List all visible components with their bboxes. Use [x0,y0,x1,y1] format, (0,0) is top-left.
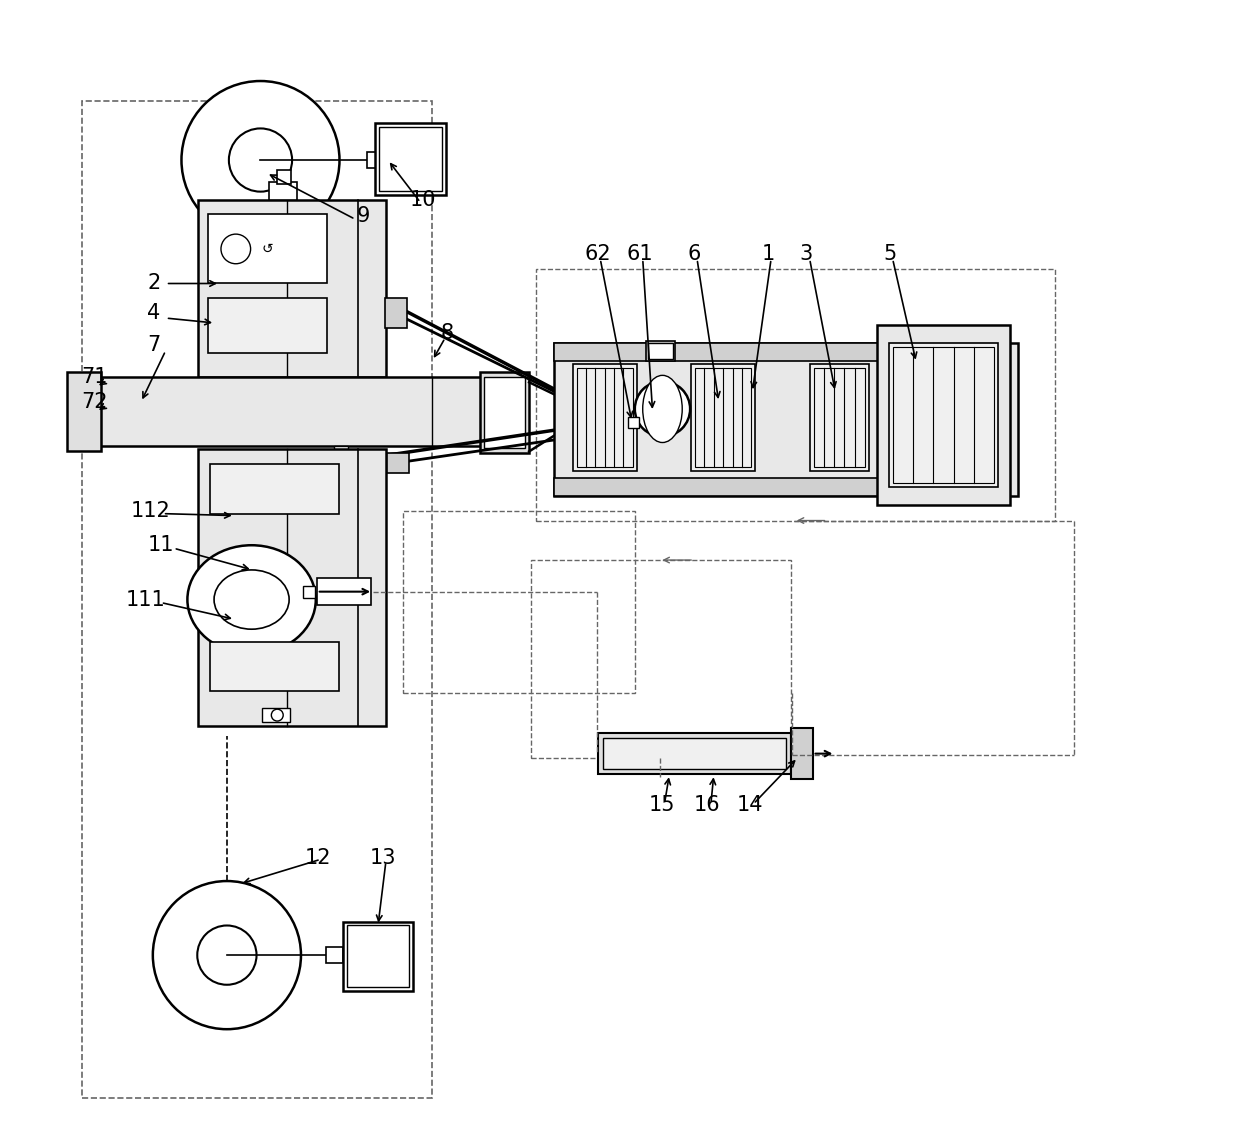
Bar [208,214,326,283]
Text: 111: 111 [126,590,166,609]
Ellipse shape [642,376,682,442]
Bar [893,346,994,483]
Bar [554,343,929,361]
Text: 2: 2 [148,273,160,293]
Text: 62: 62 [585,244,611,264]
Bar [403,511,635,694]
Text: 9: 9 [357,206,370,227]
Ellipse shape [187,545,316,654]
Bar [343,922,413,990]
Bar [210,642,339,691]
Text: 11: 11 [148,535,174,555]
Bar [67,372,102,451]
Bar [813,369,866,467]
Circle shape [345,949,358,962]
Text: 1: 1 [761,244,775,264]
Circle shape [229,129,293,192]
Circle shape [181,81,340,239]
Bar [646,341,676,361]
Bar [326,948,343,963]
Bar [573,364,637,472]
Bar [208,298,326,353]
Text: 15: 15 [649,795,675,816]
Text: 72: 72 [82,393,108,412]
Bar [82,100,433,1099]
Text: 112: 112 [131,501,171,521]
Bar [97,378,486,447]
Bar [484,378,526,449]
Bar [554,343,1018,496]
Text: 8: 8 [440,323,454,343]
Circle shape [386,153,399,167]
Bar [531,559,791,758]
Bar [691,364,755,472]
Circle shape [221,235,250,264]
Text: 71: 71 [82,368,108,387]
Bar [269,182,298,200]
Bar [347,925,409,987]
Text: 61: 61 [626,244,653,264]
Text: 7: 7 [148,335,160,354]
Bar [278,170,291,184]
Bar [367,152,384,168]
Bar [577,369,632,467]
Bar [603,738,786,769]
Text: 10: 10 [409,190,435,210]
Bar [627,417,639,428]
Text: 16: 16 [693,795,720,816]
Bar [198,200,386,378]
Bar [536,268,1054,520]
Circle shape [272,710,283,721]
Bar [647,343,673,359]
Bar [554,478,929,496]
Ellipse shape [215,570,289,629]
Bar [374,123,446,195]
Text: 6: 6 [687,244,701,264]
Text: ↺: ↺ [262,241,273,256]
Bar [480,372,529,453]
Text: 12: 12 [305,848,331,869]
Circle shape [635,381,691,437]
Bar [387,453,409,473]
Text: 13: 13 [370,848,397,869]
Bar [877,325,1011,504]
Bar [384,298,407,328]
Bar [263,708,290,722]
Circle shape [153,881,301,1029]
Bar [198,449,386,726]
Circle shape [197,925,257,985]
Bar [696,369,751,467]
Text: 5: 5 [883,244,897,264]
Bar [334,447,348,458]
Bar [791,728,812,779]
Text: 4: 4 [148,303,160,323]
Bar [598,733,791,775]
Bar [889,343,998,487]
Bar [810,364,869,472]
Bar [303,585,315,598]
Bar [210,465,339,513]
Bar [379,127,443,191]
Text: 14: 14 [737,795,764,816]
Text: 3: 3 [799,244,812,264]
Bar [316,578,371,606]
